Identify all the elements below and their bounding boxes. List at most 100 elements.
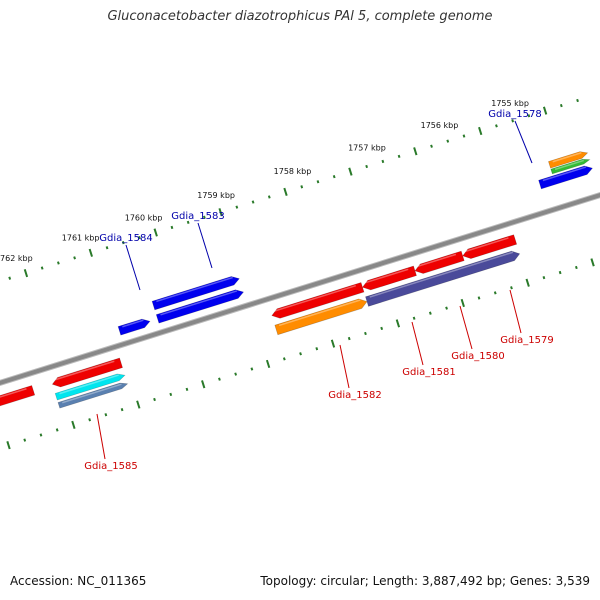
tick-row-upper	[413, 147, 418, 156]
tick-row-upper	[576, 98, 579, 103]
tick-row-upper	[203, 215, 206, 219]
tick-row-lower	[380, 326, 384, 331]
gene-gdia-1583-arrow[interactable]	[151, 276, 240, 311]
gene-gdia-1581-arrow[interactable]	[362, 265, 417, 291]
tick-row-lower	[23, 438, 27, 442]
tick-label: 1761 kbp	[62, 233, 100, 242]
tick-row-lower	[558, 270, 562, 275]
tick-row-upper	[170, 225, 174, 230]
tick-row-lower	[265, 359, 271, 369]
map-title: Gluconacetobacter diazotrophicus PAl 5, …	[107, 9, 493, 24]
tick-row-lower	[88, 418, 92, 422]
tick-row-upper	[235, 205, 239, 209]
tick-row-upper	[542, 106, 548, 115]
tick-row-lower	[315, 347, 319, 351]
gene-highlight	[365, 268, 409, 284]
gene-highlight	[278, 299, 361, 327]
gene-slate-mid[interactable]	[365, 250, 521, 307]
tick-row-lower	[445, 306, 448, 310]
tick-row-upper	[121, 241, 125, 245]
tick-row-upper	[430, 144, 433, 148]
tick-row-lower	[493, 291, 497, 295]
leader-line	[339, 344, 350, 389]
gene-highlight	[554, 159, 584, 171]
gene-gdia-1585-arrow[interactable]	[51, 357, 123, 388]
gene-label-reverse[interactable]: Gdia_1582	[328, 390, 381, 401]
tick-row-upper	[153, 228, 158, 237]
backbone-line	[0, 193, 600, 385]
leader-line	[514, 120, 533, 164]
gene-highlight	[369, 251, 514, 298]
gene-steel[interactable]	[57, 382, 129, 409]
tick-row-lower	[55, 428, 59, 432]
gene-gdia-1578-arrow[interactable]	[538, 165, 593, 190]
gene-label-reverse[interactable]: Gdia_1579	[500, 335, 553, 346]
gene-label-reverse[interactable]: Gdia_1580	[451, 351, 504, 362]
tick-row-upper	[300, 185, 304, 189]
tick-row-upper	[73, 256, 76, 260]
tick-row-upper	[316, 180, 320, 184]
tick-row-upper	[511, 119, 515, 123]
tick-row-lower	[234, 372, 238, 376]
tick-row-upper	[478, 126, 483, 136]
tick-row-upper	[527, 114, 531, 118]
leader-line	[411, 321, 424, 366]
gene-highlight	[417, 253, 457, 268]
tick-row-upper	[138, 235, 141, 240]
tick-row-lower	[330, 339, 336, 348]
leader-line	[459, 305, 473, 350]
gene-green-top[interactable]	[550, 158, 591, 175]
tick-row-upper	[381, 159, 385, 164]
gene-orange-mid[interactable]	[274, 298, 368, 336]
tick-row-upper	[559, 103, 563, 108]
leader-line	[96, 413, 106, 460]
tick-row-upper	[8, 276, 12, 280]
gene-highlight	[0, 388, 27, 398]
tick-row-upper	[332, 175, 336, 179]
gene-label-forward[interactable]: Gdia_1584	[99, 233, 152, 244]
tick-row-upper	[267, 195, 271, 199]
tick-row-lower	[282, 357, 286, 361]
tick-row-lower	[525, 278, 530, 287]
tick-row-lower	[299, 352, 302, 356]
gene-label-reverse[interactable]: Gdia_1581	[402, 367, 455, 378]
gene-highlight	[160, 290, 238, 316]
tick-row-upper	[446, 139, 450, 143]
tick-row-lower	[428, 311, 432, 315]
gene-gdia-1579-arrow[interactable]	[462, 234, 518, 259]
topology-text: Topology: circular; Length: 3,887,492 bp…	[260, 574, 590, 588]
tick-row-upper	[365, 164, 369, 169]
tick-row-lower	[574, 265, 578, 270]
tick-row-upper	[88, 248, 93, 257]
gene-label-forward[interactable]: Gdia_1583	[171, 211, 224, 222]
tick-row-lower	[347, 336, 351, 341]
gene-highlight	[274, 284, 356, 312]
tick-row-upper	[218, 208, 223, 217]
tick-row-lower	[364, 331, 367, 336]
tick-label: 1756 kbp	[421, 121, 459, 130]
tick-label: 1755 kbp	[491, 99, 529, 108]
tick-row-lower	[136, 400, 141, 409]
gene-red-left[interactable]	[0, 385, 36, 408]
tick-row-lower	[510, 286, 513, 290]
tick-row-lower	[542, 276, 546, 280]
gene-label-reverse[interactable]: Gdia_1585	[84, 461, 137, 472]
accession-text: Accession: NC_011365	[10, 574, 147, 588]
tick-label: 1760 kbp	[125, 214, 163, 223]
tick-row-upper	[251, 200, 255, 204]
tick-row-lower	[169, 392, 173, 397]
gene-gdia-1583b-arrow[interactable]	[155, 289, 245, 324]
tick-row-upper	[57, 261, 60, 265]
gene-gdia-1584-arrow[interactable]	[117, 318, 151, 336]
gene-label-forward[interactable]: Gdia_1578	[488, 109, 541, 120]
tick-row-upper	[40, 266, 44, 270]
gene-highlight	[542, 166, 587, 182]
gene-highlight	[122, 319, 144, 328]
gene-orange-top[interactable]	[548, 151, 589, 169]
tick-row-upper	[348, 167, 353, 176]
gene-cyan[interactable]	[54, 373, 126, 401]
tick-row-lower	[590, 258, 595, 267]
gene-highlight	[62, 383, 122, 404]
tick-row-lower	[6, 441, 11, 450]
gene-highlight	[552, 152, 582, 163]
